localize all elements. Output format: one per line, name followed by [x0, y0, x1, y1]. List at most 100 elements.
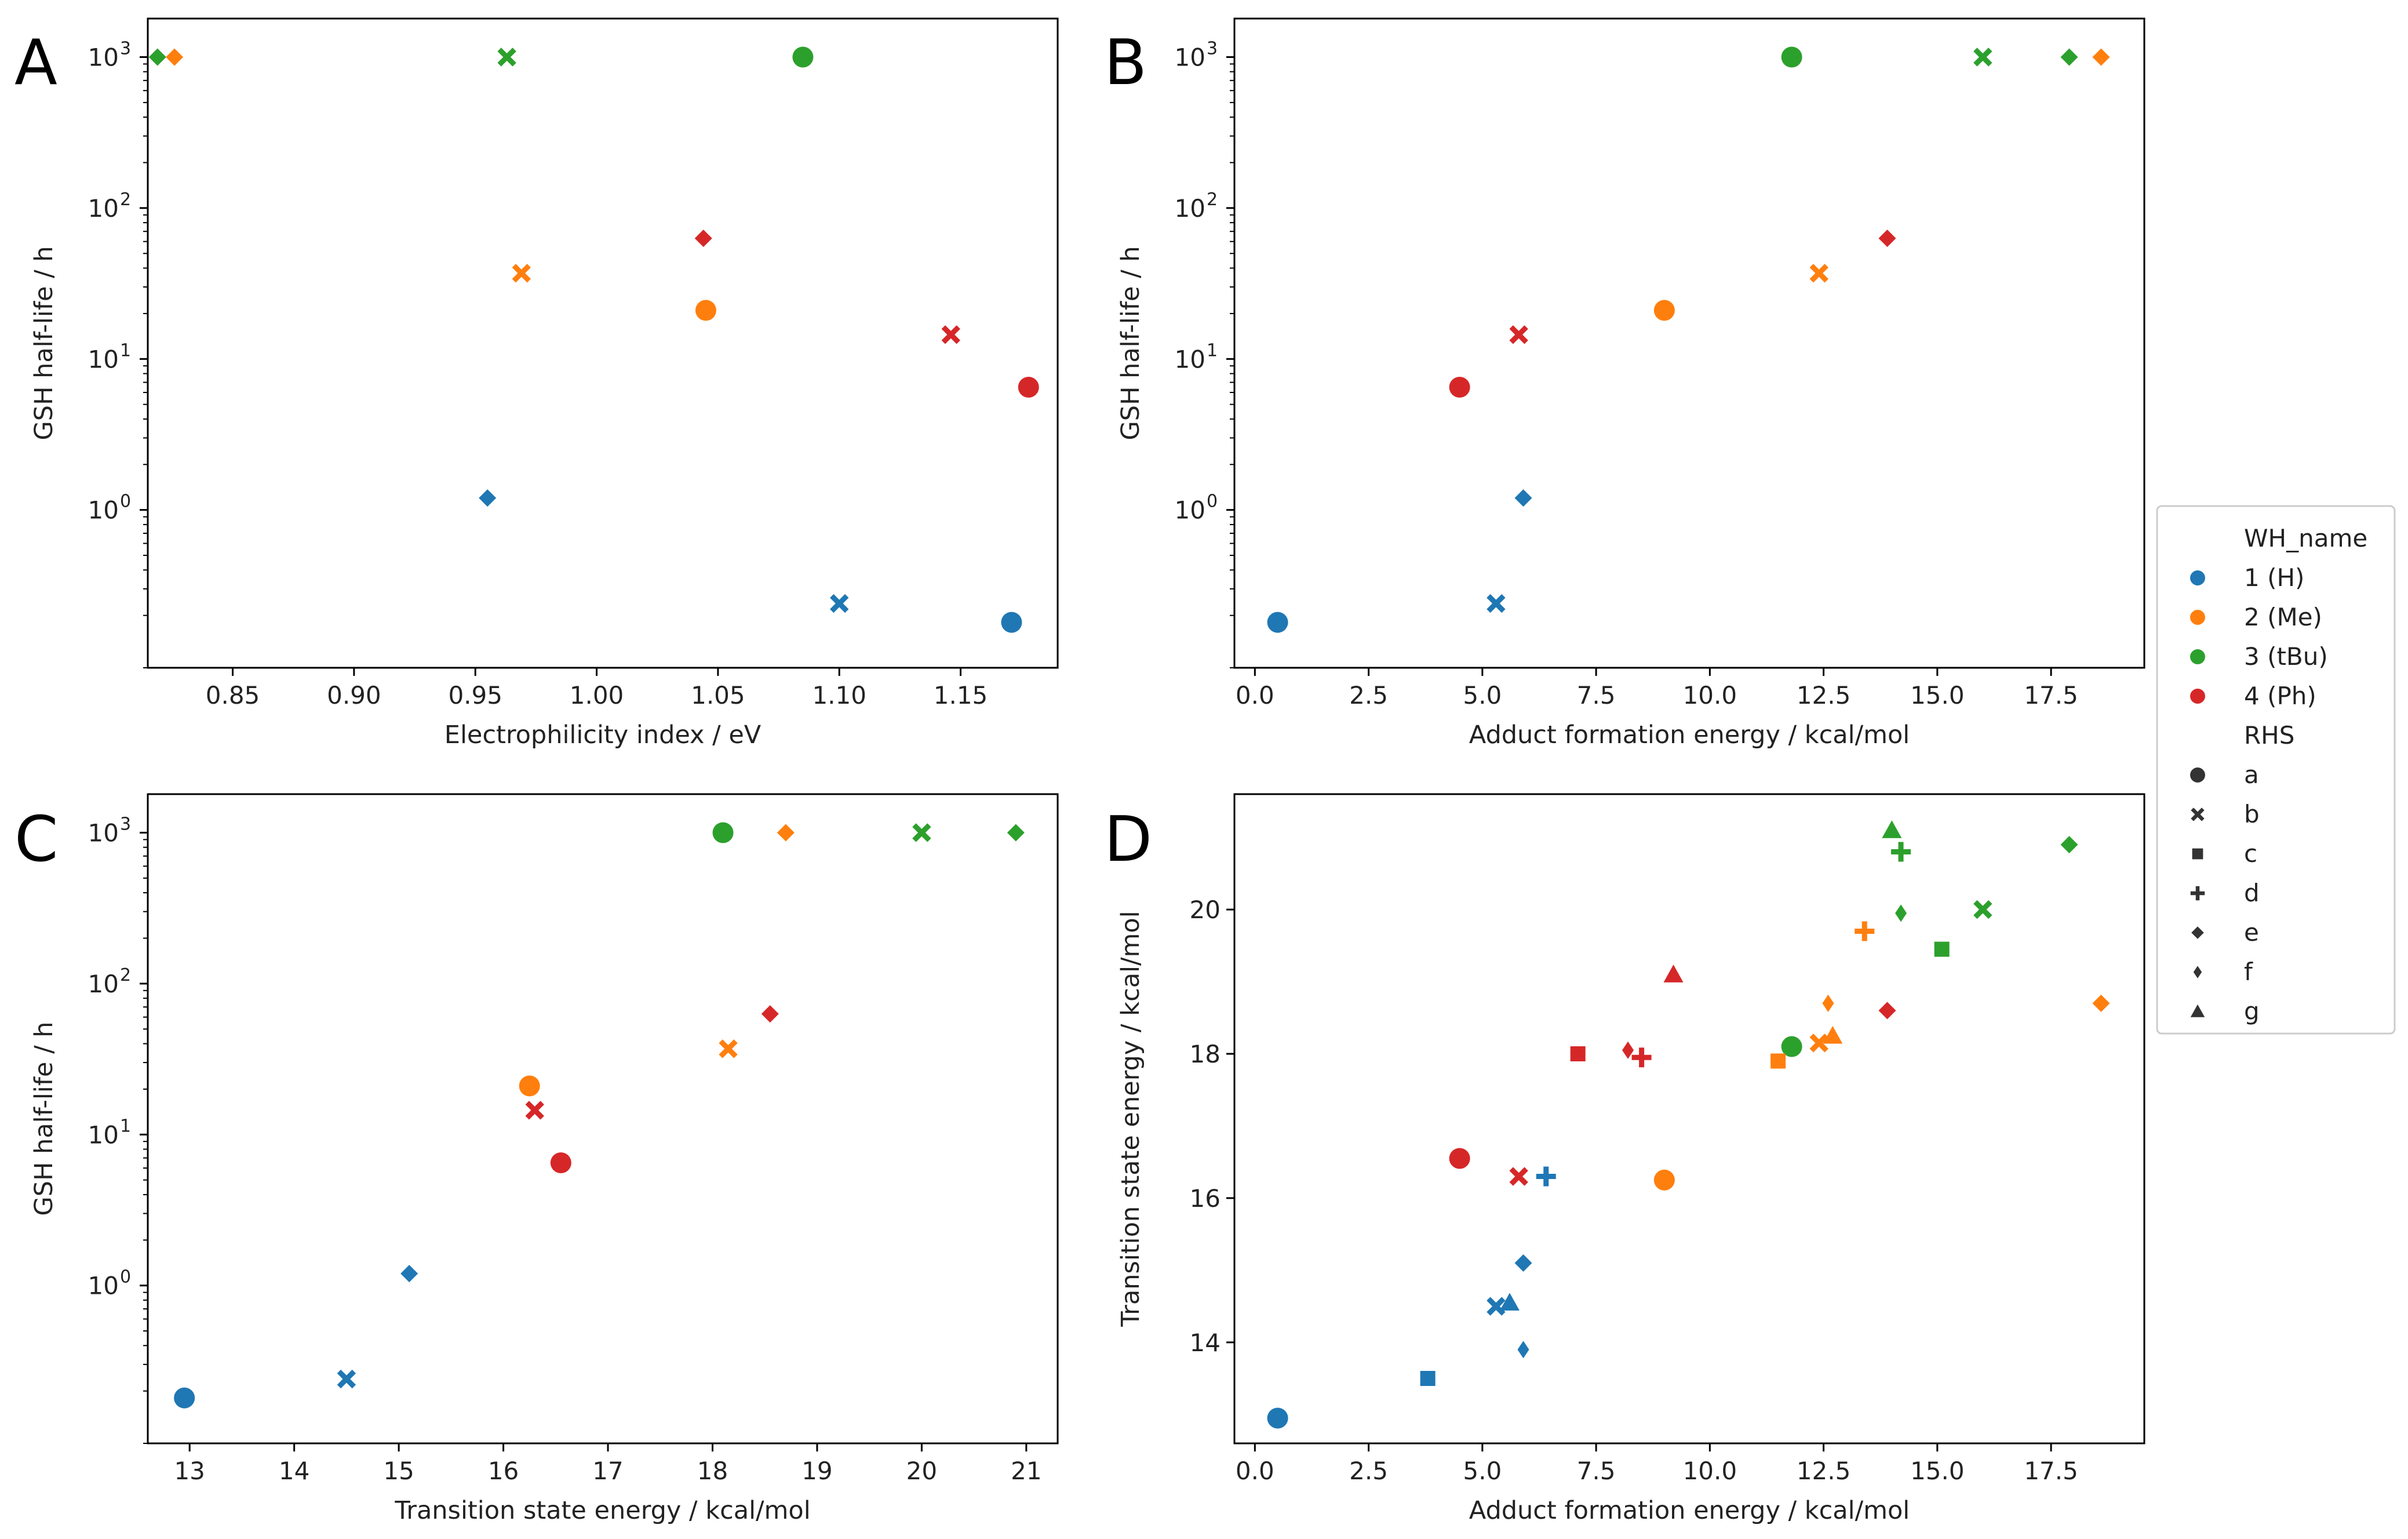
- data-point: [1809, 264, 1828, 283]
- data-point: [1781, 1036, 1802, 1057]
- data-point: [1822, 994, 1834, 1012]
- panel-letter: B: [1104, 27, 1147, 99]
- y-tick-label: 10: [88, 970, 119, 998]
- x-axis-label: Transition state energy / kcal/mol: [394, 1496, 810, 1525]
- y-tick-label: 10: [1175, 345, 1205, 373]
- y-tick-label: 10: [88, 1120, 119, 1149]
- data-point: [1570, 1046, 1586, 1061]
- x-tick-label: 17: [592, 1457, 623, 1485]
- y-tick-label: 16: [1190, 1184, 1221, 1213]
- y-tick-exponent: 1: [120, 340, 131, 361]
- data-point: [1487, 1297, 1506, 1316]
- legend-style-label: d: [2244, 879, 2260, 907]
- legend-style-label: e: [2244, 918, 2259, 947]
- legend-hue-label: 2 (Me): [2244, 603, 2322, 631]
- panel-D: D 0.0 2.5 5.0 7.5 10.0 12.5 15.0 17.5 14 16 18 20 Add…: [1104, 793, 2145, 1525]
- data-point: [512, 264, 531, 283]
- data-point: [694, 230, 712, 248]
- y-tick-label: 10: [88, 43, 119, 71]
- y-tick-label: 20: [1190, 896, 1221, 924]
- data-point: [1517, 1341, 1529, 1359]
- data-point: [2060, 836, 2078, 854]
- data-point: [1420, 1371, 1436, 1386]
- data-point: [1855, 921, 1875, 941]
- x-tick-label: 12.5: [1797, 1457, 1851, 1485]
- y-tick-exponent: 2: [1207, 190, 1218, 210]
- y-tick-base: 10: [1175, 194, 1205, 223]
- y-tick-exponent: 1: [120, 1116, 131, 1136]
- y-tick-base: 10: [88, 496, 119, 525]
- x-tick-label: 17.5: [2024, 1457, 2078, 1485]
- x-tick-label: 5.0: [1463, 1457, 1502, 1485]
- y-tick-exponent: 2: [120, 190, 131, 210]
- data-point: [337, 1369, 356, 1389]
- data-point: [525, 1101, 544, 1120]
- legend-frame: [2156, 505, 2396, 1035]
- legend-marker-swatch: [2193, 966, 2202, 978]
- data-point: [2060, 48, 2078, 66]
- data-points: [1267, 46, 2110, 633]
- x-tick-label: 12.5: [1797, 681, 1851, 710]
- y-tick-exponent: 3: [120, 38, 131, 59]
- y-tick-exponent: 3: [1207, 38, 1218, 59]
- x-tick-label: 1.05: [691, 681, 745, 710]
- data-point: [1514, 489, 1532, 507]
- y-tick-base: 10: [88, 43, 119, 71]
- legend-marker-swatch: [2191, 926, 2204, 939]
- data-point: [1771, 1053, 1786, 1069]
- data-point: [1895, 904, 1907, 922]
- x-tick-label: 7.5: [1577, 1457, 1616, 1485]
- data-point: [497, 48, 516, 67]
- data-point: [2092, 994, 2110, 1012]
- data-point: [166, 48, 184, 66]
- x-axis-label: Adduct formation energy / kcal/mol: [1469, 1496, 1910, 1525]
- data-point: [1449, 376, 1470, 398]
- panel-letter: A: [14, 27, 57, 99]
- x-tick-label: 1.10: [812, 681, 866, 710]
- data-point: [1267, 612, 1288, 633]
- data-point: [1934, 941, 1950, 957]
- y-tick-label: 10: [88, 496, 119, 525]
- y-tick-base: 10: [88, 1272, 119, 1300]
- data-point: [1891, 842, 1911, 862]
- x-tick-label: 10.0: [1683, 1457, 1737, 1485]
- x-axis-label: Electrophilicity index / eV: [445, 721, 762, 750]
- data-point: [1499, 1293, 1520, 1311]
- data-point: [519, 1075, 540, 1097]
- data-point: [2092, 48, 2110, 66]
- data-point: [941, 325, 960, 344]
- x-tick-label: 14: [279, 1457, 309, 1485]
- x-tick-label: 15: [383, 1457, 414, 1485]
- x-axis-label: Adduct formation energy / kcal/mol: [1469, 721, 1910, 750]
- data-point: [712, 822, 734, 843]
- data-points: [1267, 820, 2110, 1429]
- legend-marker-swatch: [2191, 807, 2205, 821]
- data-point: [1536, 1166, 1556, 1187]
- data-point: [148, 48, 166, 66]
- data-point: [400, 1265, 418, 1283]
- y-tick-base: 10: [1175, 345, 1205, 373]
- y-tick-exponent: 0: [120, 1267, 131, 1287]
- legend-style-label: a: [2244, 761, 2259, 789]
- legend-color-swatch: [2190, 689, 2205, 704]
- legend-marker-swatch: [2190, 1004, 2205, 1017]
- y-tick-label: 10: [1175, 194, 1205, 223]
- legend-hue-label: 4 (Ph): [2244, 682, 2316, 710]
- legend-hue-label: 3 (tBu): [2244, 642, 2328, 671]
- legend-hue-label: 1 (H): [2244, 563, 2304, 592]
- y-tick-label: 10: [88, 345, 119, 373]
- panel-letter: D: [1104, 803, 1152, 876]
- data-point: [1007, 824, 1025, 842]
- y-tick-base: 10: [88, 1120, 119, 1149]
- y-tick-label: 14: [1190, 1329, 1221, 1357]
- data-point: [1509, 325, 1528, 344]
- data-point: [777, 824, 795, 842]
- y-tick-label: 10: [1175, 43, 1205, 71]
- data-point: [695, 300, 716, 321]
- legend: WH_name 1 (H) 2 (Me) 3 (tBu) 4 (Ph) RHS abcdef…: [2156, 505, 2396, 1035]
- x-tick-label: 21: [1011, 1457, 1041, 1485]
- data-point: [1514, 1254, 1532, 1272]
